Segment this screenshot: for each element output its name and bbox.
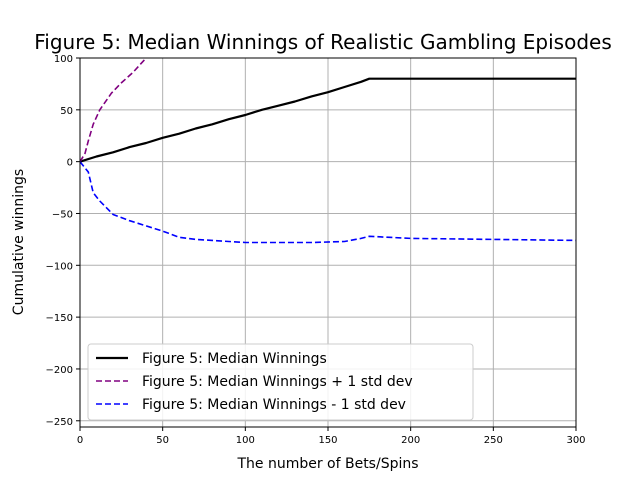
y-axis-ticks: −250 −200 −150 −100 −50 0 50 100: [46, 54, 80, 428]
y-tick-label: −150: [46, 313, 73, 324]
y-tick-label: 100: [54, 54, 73, 65]
series-line-1: [80, 77, 576, 163]
x-tick-label: 300: [566, 435, 585, 446]
y-tick-label: 0: [67, 158, 73, 169]
x-tick-label: 150: [318, 435, 337, 446]
x-tick-label: 0: [77, 435, 83, 446]
chart-title: Figure 5: Median Winnings of Realistic G…: [34, 30, 612, 54]
y-tick-label: −250: [46, 417, 73, 428]
legend: Figure 5: Median Winnings Figure 5: Media…: [87, 343, 474, 421]
legend-box: [87, 343, 474, 421]
legend-label-3: Figure 5: Median Winnings - 1 std dev: [142, 397, 406, 413]
y-tick-label: 50: [60, 106, 73, 117]
y-tick-label: −50: [52, 209, 73, 220]
y-tick-label: −100: [46, 261, 73, 272]
legend-label-2: Figure 5: Median Winnings + 1 std dev: [142, 374, 413, 390]
x-tick-label: 100: [236, 435, 255, 446]
y-tick-label: −200: [46, 365, 73, 376]
x-tick-label: 50: [156, 435, 169, 446]
x-tick-label: 250: [484, 435, 503, 446]
y-axis-label: Cumulative winnings: [11, 169, 27, 315]
series-line-3: [80, 161, 576, 244]
legend-label-1: Figure 5: Median Winnings: [142, 351, 327, 367]
series-lines: [80, 58, 576, 244]
x-axis-label: The number of Bets/Spins: [236, 456, 418, 472]
x-axis-ticks: 0 50 100 150 200 250 300: [77, 427, 586, 446]
series-line-2: [80, 58, 147, 163]
x-tick-label: 200: [401, 435, 420, 446]
